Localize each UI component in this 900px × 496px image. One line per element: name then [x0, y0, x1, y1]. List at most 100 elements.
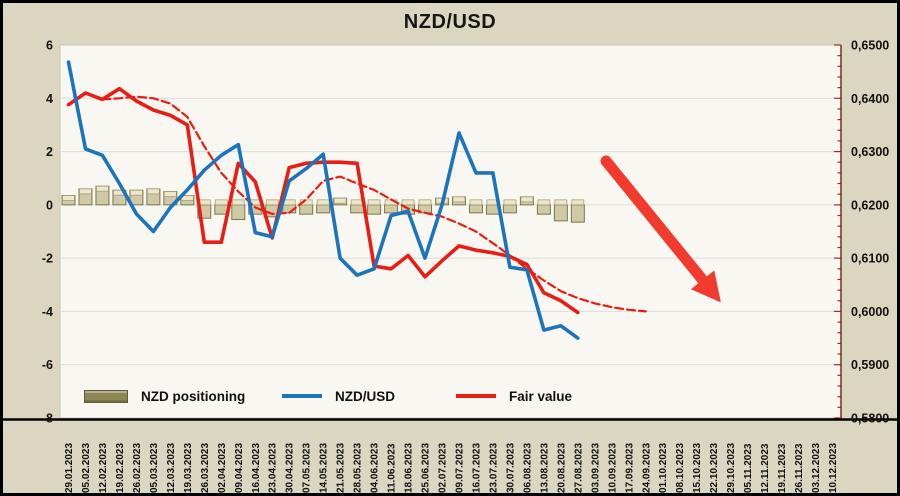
positioning-bar-cap: [316, 199, 330, 206]
line-swatch-icon: [282, 394, 322, 398]
x-axis-tick-label: 01.10.2023: [658, 443, 669, 493]
x-axis-tick-label: 13.08.2023: [539, 443, 550, 493]
positioning-bar: [316, 204, 331, 214]
left-axis-tick-label: -4: [42, 305, 53, 319]
left-axis-tick-label: 6: [46, 39, 53, 53]
x-axis-tick-label: 19.02.2023: [115, 443, 126, 493]
positioning-bar: [570, 204, 585, 223]
positioning-bar-cap: [62, 195, 75, 201]
positioning-bar-cap: [350, 199, 364, 206]
x-axis-tick-label: 22.10.2023: [709, 443, 720, 493]
positioning-bar-cap: [147, 188, 160, 195]
left-axis-tick-label: 4: [46, 92, 53, 106]
positioning-bar-cap: [130, 189, 143, 196]
left-axis-tick-label: 2: [46, 145, 53, 159]
positioning-bar-cap: [469, 199, 483, 206]
legend: NZD positioning NZD/USD Fair value: [60, 380, 841, 412]
positioning-bar-cap: [571, 199, 585, 206]
x-axis-tick-label: 27.08.2023: [573, 443, 584, 493]
x-axis-tick-label: 04.06.2023: [370, 443, 381, 493]
right-axis-tick-label: 0,5900: [851, 358, 889, 372]
legend-item-fair-value: Fair value: [456, 380, 572, 412]
legend-label: NZD positioning: [141, 388, 246, 404]
chart-title: NZD/USD: [403, 11, 497, 33]
x-axis-tick-label: 14.05.2023: [319, 443, 330, 493]
x-axis-tick-label: 30.04.2023: [285, 443, 296, 493]
line-swatch-icon: [456, 394, 496, 398]
x-axis-tick-label: 19.03.2023: [183, 443, 194, 493]
left-axis-tick-label: 0: [46, 198, 53, 212]
positioning-bar-cap: [265, 199, 279, 206]
positioning-bar: [502, 204, 517, 214]
x-axis-tick-label: 11.06.2023: [387, 443, 398, 493]
right-axis-tick-label: 0,6400: [851, 92, 889, 106]
x-axis-tick-label: 15.10.2023: [692, 443, 703, 493]
x-axis-tick-label: 21.05.2023: [336, 443, 347, 493]
positioning-bar-cap: [503, 199, 517, 206]
positioning-bar-cap: [96, 185, 109, 192]
trend-arrow-shaft: [600, 155, 711, 289]
positioning-bar: [384, 204, 399, 214]
x-axis-tick-label: 19.11.2023: [777, 443, 788, 493]
x-axis-tick-label: 24.09.2023: [641, 443, 652, 493]
positioning-bar-cap: [537, 199, 551, 206]
right-axis-tick-label: 0,5800: [851, 412, 889, 426]
positioning-bar-cap: [367, 199, 381, 206]
left-axis-tick-label: -2: [42, 252, 53, 266]
positioning-bar: [231, 204, 246, 221]
positioning-bar-cap: [163, 191, 177, 197]
legend-item-nzdusd: NZD/USD: [282, 380, 395, 412]
x-axis-tick-label: 25.06.2023: [421, 443, 432, 493]
positioning-bar-cap: [401, 199, 415, 206]
positioning-bar-cap: [452, 196, 466, 203]
x-axis-tick-label: 16.04.2023: [251, 443, 262, 493]
positioning-bar-cap: [418, 199, 432, 206]
positioning-bar: [299, 204, 314, 215]
positioning-bar-cap: [520, 196, 534, 203]
x-axis-tick-label: 12.11.2023: [760, 443, 771, 493]
x-axis-tick-label: 09.07.2023: [454, 443, 465, 493]
x-axis-tick-label: 12.03.2023: [166, 443, 177, 493]
x-axis-tick-label: 23.04.2023: [268, 443, 279, 493]
x-axis-tick-label: 06.08.2023: [522, 443, 533, 493]
x-axis-tick-label: 26.03.2023: [200, 443, 211, 493]
left-axis-tick-label: -8: [42, 412, 53, 426]
legend-item-nzd-positioning: NZD positioning: [84, 380, 245, 412]
x-axis-tick-label: 26.11.2023: [794, 443, 805, 493]
x-axis-tick-label: 05.11.2023: [743, 443, 754, 493]
right-axis-tick-label: 0,6300: [851, 145, 889, 159]
x-axis-tick-label: 10.09.2023: [607, 443, 618, 493]
nzdusd-line: [66, 60, 580, 340]
x-axis-tick-label: 12.02.2023: [98, 443, 109, 493]
fair-value-forecast-line: [101, 95, 647, 313]
right-axis-tick-label: 0,6200: [851, 198, 889, 212]
x-axis-tick-label: 09.04.2023: [234, 443, 245, 493]
positioning-bar-cap: [79, 188, 92, 195]
positioning-bar-cap: [333, 197, 347, 204]
left-axis-tick-label: -6: [42, 358, 53, 372]
x-axis-tick-label: 03.09.2023: [590, 443, 601, 493]
right-axis-tick-label: 0,6500: [851, 39, 889, 53]
legend-label: NZD/USD: [335, 388, 395, 404]
right-axis-tick-label: 0,6100: [851, 252, 889, 266]
positioning-bar-cap: [554, 199, 568, 206]
positioning-bar: [468, 204, 483, 214]
x-axis-tick-label: 30.07.2023: [505, 443, 516, 493]
x-axis-tick-label: 28.05.2023: [353, 443, 364, 493]
x-axis-tick-label: 17.09.2023: [624, 443, 635, 493]
x-axis-tick-label: 18.06.2023: [404, 443, 415, 493]
plot-area: [59, 44, 842, 419]
right-axis-tick-label: 0,6000: [851, 305, 889, 319]
positioning-bar: [553, 204, 568, 222]
x-axis-tick-label: 05.03.2023: [149, 443, 160, 493]
x-axis-tick-label: 23.07.2023: [488, 443, 499, 493]
x-axis-tick-label: 07.05.2023: [302, 443, 313, 493]
x-axis-tick-label: 26.02.2023: [132, 443, 143, 493]
trend-arrow-head: [690, 270, 721, 303]
chart-canvas: 6 4 2 0 -2 -4 -6 -8 0,6500 0,6400 0,6300 0,6200 0,61…: [3, 39, 897, 493]
x-axis-tick-label: 20.08.2023: [556, 443, 567, 493]
positioning-bar: [536, 204, 551, 215]
positioning-bar-cap: [231, 199, 245, 206]
x-axis-tick-label: 29.01.2023: [64, 443, 75, 493]
